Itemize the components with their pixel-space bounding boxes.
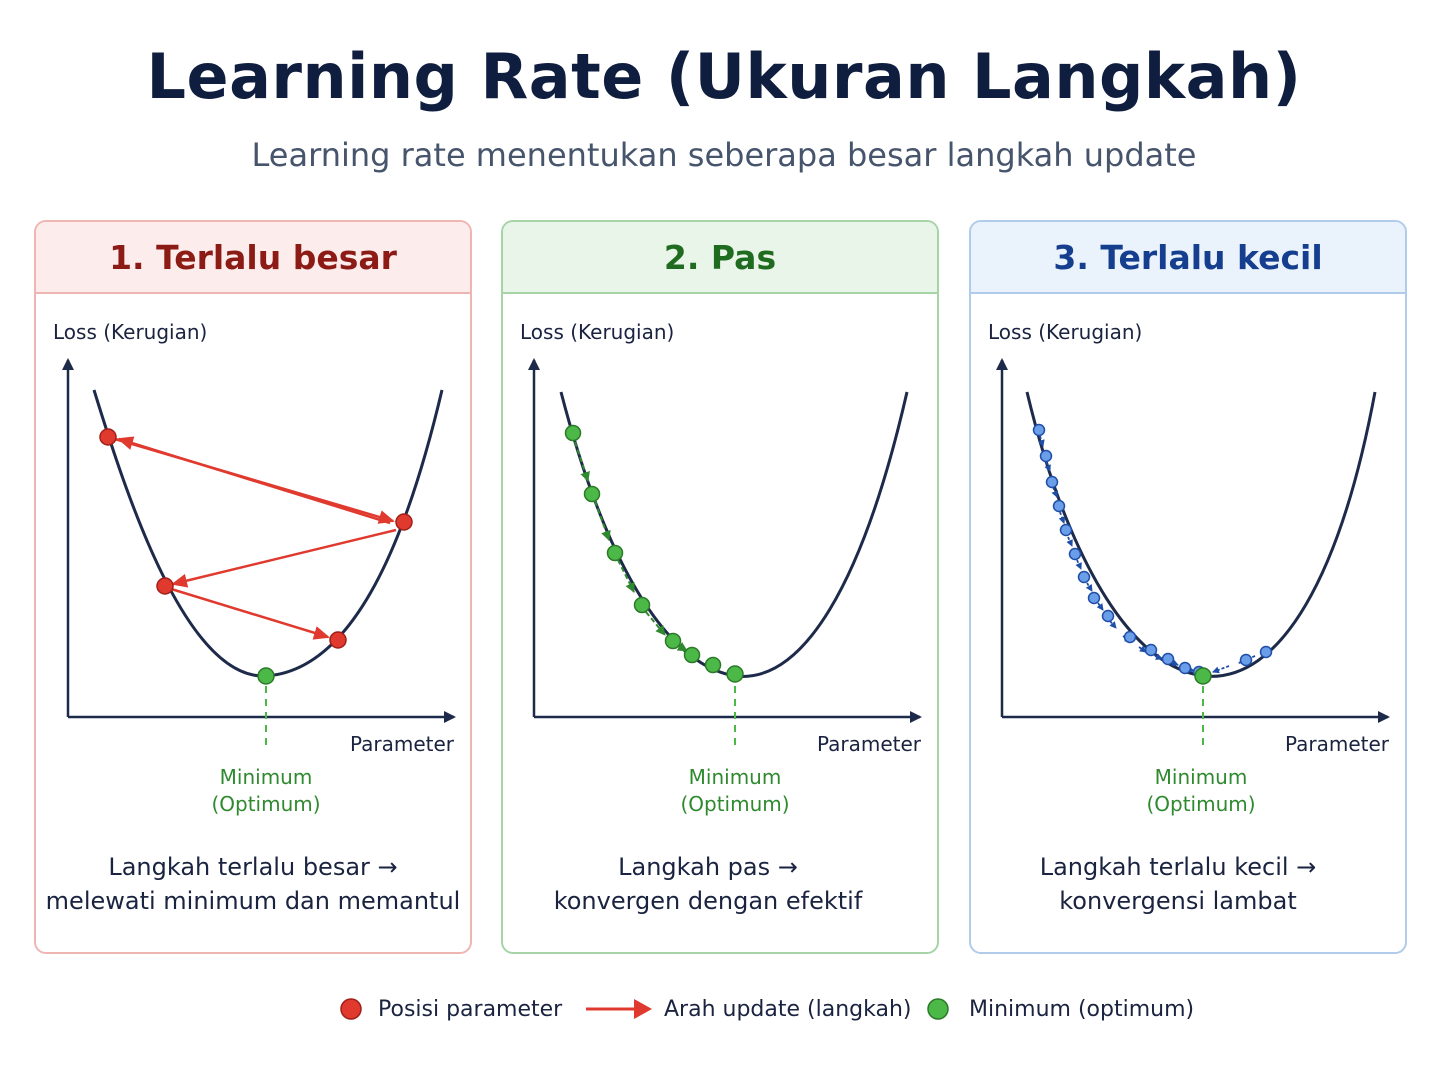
loss-curve: [92, 389, 444, 678]
minimum-dot: [257, 667, 275, 685]
red-arrow-icon: [586, 999, 652, 1019]
green-dot-icon: [927, 998, 949, 1020]
loss-curve: [1025, 391, 1377, 678]
panel-just-right: 2. Pas Loss (Kerugian) Parame: [501, 220, 939, 954]
step-arrow: [171, 528, 397, 588]
legend-item-minimum: Minimum (optimum): [925, 992, 1194, 1026]
y-axis-label: Loss (Kerugian): [520, 320, 675, 344]
x-axis-label: Parameter: [816, 732, 921, 756]
loss-curve: [559, 391, 909, 678]
panel-description: Langkah terlalu besar → melewati minimum…: [45, 853, 461, 915]
red-dot-icon: [340, 998, 362, 1020]
parameter-dot: [329, 631, 347, 649]
legend-label: Arah update (langkah): [664, 996, 912, 1022]
loss-plot: [528, 358, 922, 750]
parameter-dots: [1032, 423, 1273, 679]
step-arrow: [107, 435, 395, 524]
minimum-label: Minimum (Optimum): [680, 765, 790, 816]
x-axis-label: Parameter: [1284, 732, 1389, 756]
loss-plot: [996, 358, 1390, 750]
parameter-dot: [606, 544, 624, 562]
step-arrow: [167, 586, 330, 640]
parameter-dot: [583, 485, 601, 503]
minimum-label: Minimum (Optimum): [211, 765, 321, 816]
y-axis-label: Loss (Kerugian): [988, 320, 1143, 344]
panel-header: 2. Pas: [503, 222, 937, 294]
page-title: Learning Rate (Ukuran Langkah): [146, 40, 1302, 113]
legend-item-arrow: Arah update (langkah): [584, 992, 911, 1026]
parameter-dot: [683, 646, 701, 664]
parameter-dot: [664, 632, 682, 650]
minimum-label: Minimum (Optimum): [1146, 765, 1256, 816]
panel-description: Langkah terlalu kecil → konvergensi lamb…: [1039, 853, 1317, 915]
parameter-dot: [564, 424, 582, 442]
parameter-dot: [156, 577, 174, 595]
legend-label: Posisi parameter: [378, 996, 563, 1022]
parameter-dot: [99, 428, 117, 446]
parameter-dot: [395, 513, 413, 531]
panel-description: Langkah pas → konvergen dengan efektif: [553, 853, 863, 915]
panel-header: 3. Terlalu kecil: [971, 222, 1405, 294]
legend-label: Minimum (optimum): [969, 996, 1195, 1022]
minimum-dot: [726, 665, 744, 683]
minimum-dot: [1194, 667, 1212, 685]
panel-too-large: 1. Terlalu besar Loss (Kerugian) Paramet…: [34, 220, 472, 954]
x-axis-label: Parameter: [349, 732, 454, 756]
panel-too-small: 3. Terlalu kecil: [969, 220, 1407, 954]
parameter-dot: [704, 656, 722, 674]
y-axis-label: Loss (Kerugian): [53, 320, 208, 344]
step-arrows: [574, 441, 688, 652]
parameter-dot: [633, 596, 651, 614]
panel-header: 1. Terlalu besar: [36, 222, 470, 294]
legend-item-position: Posisi parameter: [338, 992, 562, 1026]
loss-plot: [62, 358, 456, 750]
page-subtitle: Learning rate menentukan seberapa besar …: [251, 136, 1197, 174]
